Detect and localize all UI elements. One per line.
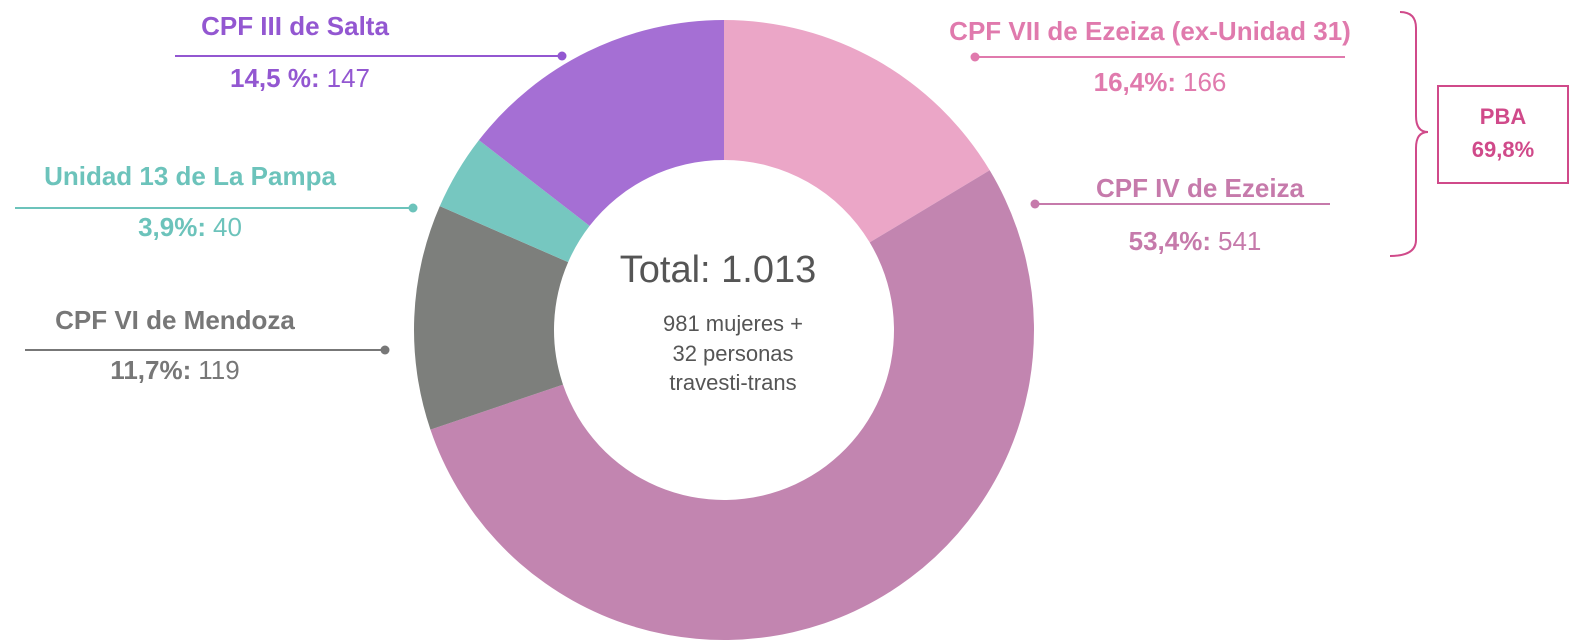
bracket	[1389, 11, 1429, 257]
slice-value: 3,9%: 40	[138, 212, 242, 242]
donut-slice	[439, 140, 590, 263]
slice-name: CPF VII de Ezeiza (ex-Unidad 31)	[949, 16, 1351, 46]
slice-value: 11,7%: 119	[110, 355, 239, 385]
center-line: travesti-trans	[669, 370, 796, 395]
group-label: PBA	[1480, 104, 1527, 129]
donut-slice	[430, 170, 1035, 641]
percent-label: 53,4%:	[1129, 226, 1211, 256]
donut-slice	[724, 20, 990, 243]
group-value: 69,8%	[1472, 137, 1534, 162]
center-line: 981 mujeres +	[663, 311, 803, 336]
center-title: Total: 1.013	[620, 249, 816, 291]
percent-label: 14,5 %:	[230, 63, 320, 93]
count-label: 119	[198, 355, 239, 385]
leader-dot	[1030, 199, 1040, 209]
percent-label: 11,7%:	[110, 355, 191, 385]
slice-value: 53,4%: 541	[1129, 226, 1262, 256]
donut-slice	[414, 206, 569, 430]
leader-dot	[380, 345, 390, 355]
slice-value: 16,4%: 166	[1094, 67, 1227, 97]
count-label: 40	[213, 212, 242, 242]
slice-name: CPF IV de Ezeiza	[1096, 173, 1305, 203]
leader-dot	[970, 52, 980, 62]
slice-name: Unidad 13 de La Pampa	[44, 161, 336, 191]
group-box	[1437, 85, 1569, 184]
slice-name: CPF III de Salta	[201, 11, 389, 41]
percent-label: 3,9%:	[138, 212, 206, 242]
slice-name: CPF VI de Mendoza	[55, 305, 295, 335]
leader-dot	[408, 203, 418, 213]
donut-slice	[478, 20, 724, 226]
slice-value: 14,5 %: 147	[230, 63, 370, 93]
leader-dot	[557, 51, 567, 61]
count-label: 147	[327, 63, 370, 93]
percent-label: 16,4%:	[1094, 67, 1176, 97]
count-label: 541	[1218, 226, 1261, 256]
center-line: 32 personas	[672, 341, 793, 366]
count-label: 166	[1183, 67, 1226, 97]
